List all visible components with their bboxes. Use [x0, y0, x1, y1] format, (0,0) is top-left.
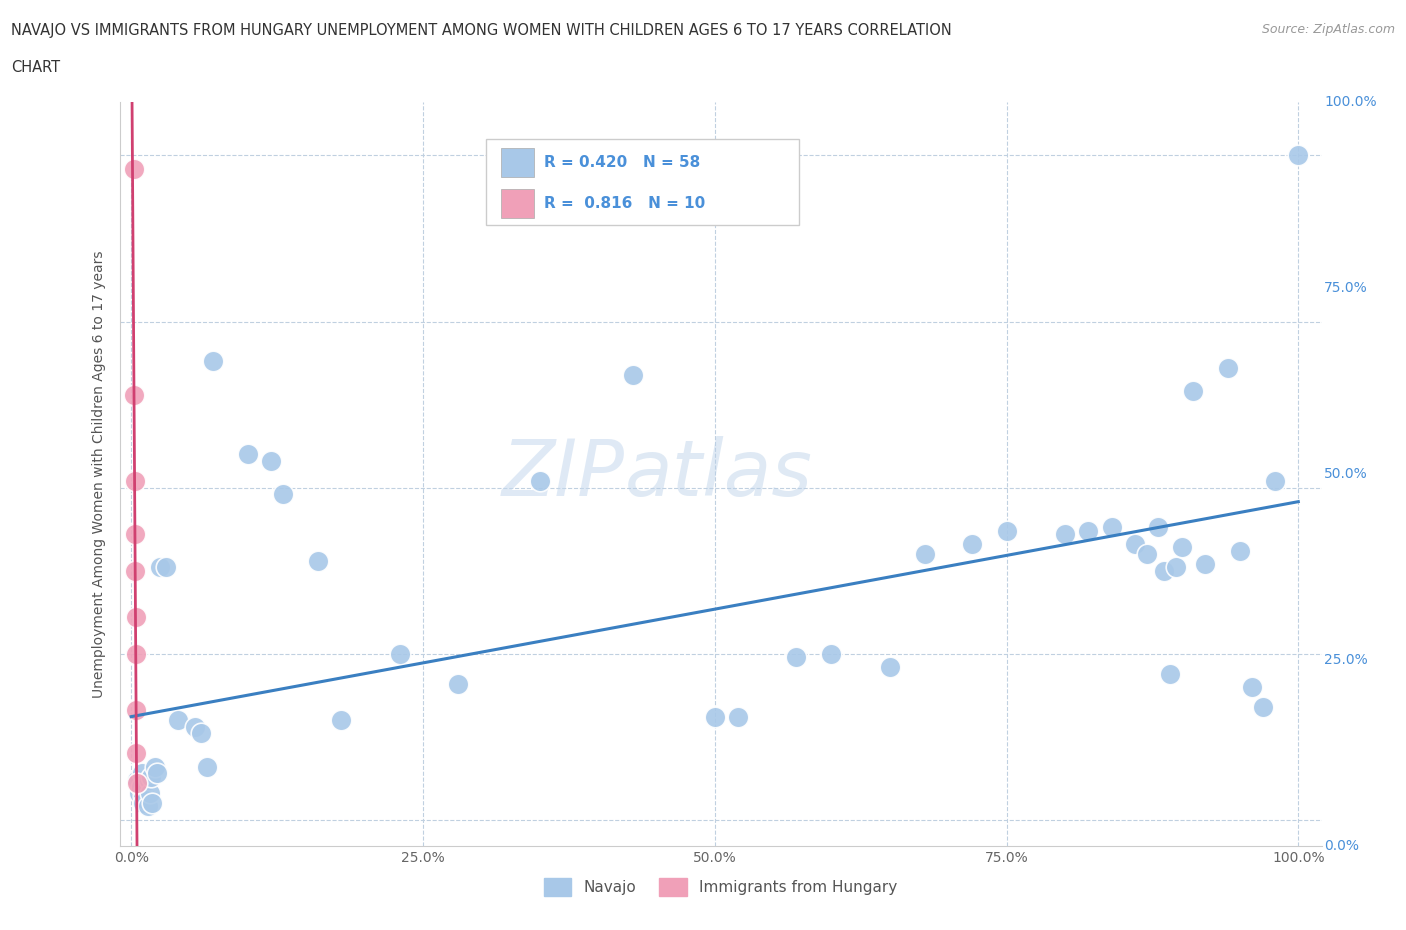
Point [621, 367, 644, 382]
Point [1147, 520, 1170, 535]
Point [131, 765, 153, 780]
Text: 25.0%: 25.0% [1324, 653, 1368, 668]
Point [529, 473, 551, 488]
Bar [501, 190, 534, 218]
Y-axis label: Unemployment Among Women with Children Ages 6 to 17 years: Unemployment Among Women with Children A… [93, 250, 107, 698]
Point [307, 553, 329, 568]
Point [388, 646, 411, 661]
Point [1182, 384, 1205, 399]
Point [727, 710, 749, 724]
Point [128, 786, 150, 801]
Point [139, 786, 162, 801]
Text: R = 0.420   N = 58: R = 0.420 N = 58 [544, 155, 700, 170]
Point [190, 726, 212, 741]
Point [132, 796, 155, 811]
Point [136, 799, 159, 814]
Point [914, 547, 936, 562]
Point [125, 746, 148, 761]
Point [995, 524, 1018, 538]
Text: NAVAJO VS IMMIGRANTS FROM HUNGARY UNEMPLOYMENT AMONG WOMEN WITH CHILDREN AGES 6 : NAVAJO VS IMMIGRANTS FROM HUNGARY UNEMPL… [11, 23, 952, 38]
Point [1264, 473, 1286, 488]
Point [129, 779, 152, 794]
Bar [501, 149, 534, 177]
Point [879, 659, 901, 674]
Point [1194, 556, 1216, 571]
Point [167, 712, 190, 727]
Point [124, 473, 146, 488]
Point [125, 646, 148, 661]
Point [201, 354, 224, 369]
Point [132, 782, 155, 797]
Point [125, 610, 148, 625]
Text: atlas: atlas [624, 436, 813, 512]
Point [820, 646, 842, 661]
Text: ZIP: ZIP [502, 436, 624, 512]
Point [1240, 680, 1263, 695]
Text: 75.0%: 75.0% [1324, 281, 1368, 296]
Point [122, 161, 145, 176]
Point [155, 560, 177, 575]
Text: 50.0%: 50.0% [1324, 467, 1368, 482]
Point [149, 560, 172, 575]
Point [330, 712, 353, 727]
Point [124, 526, 146, 541]
Point [134, 776, 156, 790]
Point [260, 454, 283, 469]
Point [124, 564, 146, 578]
Point [1170, 540, 1192, 555]
Point [138, 773, 160, 788]
Point [1164, 560, 1187, 575]
Point [1123, 537, 1146, 551]
Point [132, 789, 155, 804]
Point [1053, 526, 1076, 541]
Point [703, 710, 725, 724]
Point [1135, 547, 1157, 562]
Point [1229, 543, 1251, 558]
Text: Source: ZipAtlas.com: Source: ZipAtlas.com [1261, 23, 1395, 36]
Point [135, 792, 157, 807]
Point [1101, 520, 1123, 535]
Point [785, 649, 807, 664]
Text: R =  0.816   N = 10: R = 0.816 N = 10 [544, 196, 706, 211]
Point [195, 759, 218, 774]
Point [1251, 699, 1274, 714]
Point [1153, 564, 1175, 578]
Point [1218, 361, 1240, 376]
Point [1077, 524, 1099, 538]
Point [960, 537, 983, 551]
Point [125, 773, 148, 788]
Text: CHART: CHART [11, 60, 60, 75]
Point [236, 447, 259, 462]
Point [143, 759, 166, 774]
FancyBboxPatch shape [486, 140, 799, 225]
Point [125, 776, 148, 790]
Legend: Navajo, Immigrants from Hungary: Navajo, Immigrants from Hungary [537, 872, 904, 902]
Text: 0.0%: 0.0% [1324, 839, 1360, 854]
Point [271, 486, 294, 501]
Point [122, 387, 145, 402]
Point [141, 796, 163, 811]
Point [1159, 666, 1181, 681]
Point [184, 719, 207, 734]
Text: 100.0%: 100.0% [1324, 95, 1376, 110]
Point [447, 676, 470, 691]
Point [125, 703, 148, 718]
Point [146, 765, 169, 780]
Point [139, 769, 162, 784]
Point [1286, 148, 1309, 163]
